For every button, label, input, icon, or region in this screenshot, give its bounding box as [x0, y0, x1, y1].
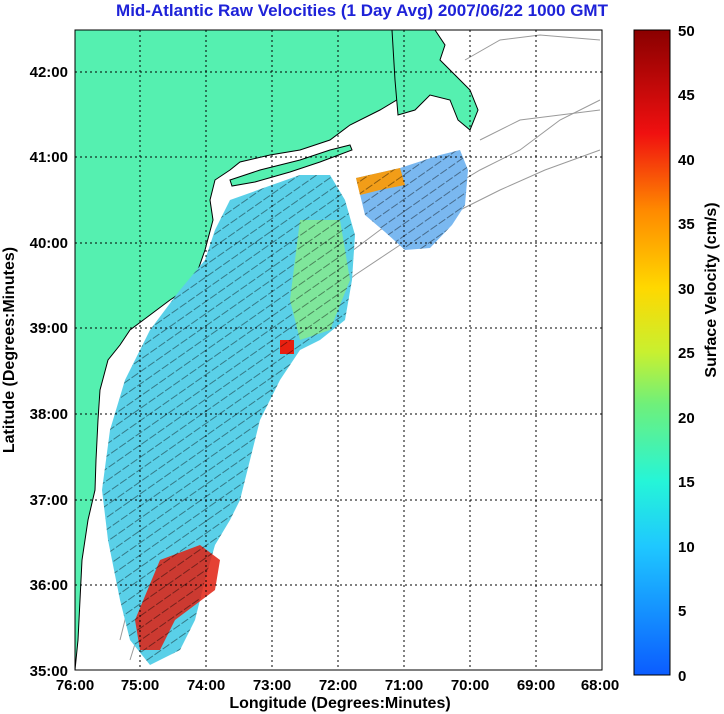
colorbar-tick-label: 40 [678, 152, 695, 169]
colorbar-tick-label: 10 [678, 539, 695, 556]
colorbar-tick-label: 50 [678, 23, 695, 40]
colorbar-tick-label: 30 [678, 281, 695, 298]
y-axis-label: Latitude (Degrees:Minutes) [1, 247, 18, 453]
y-tick-label: 39:00 [30, 320, 68, 337]
colorbar: 0 5 10 15 20 25 30 35 40 45 50 Surface V… [633, 23, 720, 685]
x-tick-label: 74:00 [187, 677, 225, 694]
map-grid [75, 30, 602, 670]
x-tick-label: 70:00 [451, 677, 489, 694]
colorbar-tick-label: 5 [678, 603, 686, 620]
y-axis: 35:00 36:00 37:00 38:00 39:00 40:00 41:0… [1, 64, 68, 680]
x-tick-label: 75:00 [121, 677, 159, 694]
colorbar-tick-label: 35 [678, 216, 695, 233]
y-tick-label: 37:00 [30, 492, 68, 509]
colorbar-tick-label: 45 [678, 87, 695, 104]
x-axis-label: Longitude (Degrees:Minutes) [229, 695, 450, 712]
x-tick-label: 68:00 [581, 677, 619, 694]
x-tick-label: 73:00 [253, 677, 291, 694]
x-axis: 76:00 75:00 74:00 73:00 72:00 71:00 70:0… [56, 677, 619, 712]
long-island [229, 144, 353, 187]
x-tick-label: 69:00 [517, 677, 555, 694]
colorbar-label: Surface Velocity (cm/s) [703, 202, 720, 377]
colorbar-tick-label: 0 [678, 668, 686, 685]
colorbar-tick-label: 15 [678, 474, 695, 491]
y-tick-label: 41:00 [30, 149, 68, 166]
colorbar-tick-label: 25 [678, 345, 695, 362]
y-tick-label: 42:00 [30, 64, 68, 81]
x-tick-label: 76:00 [56, 677, 94, 694]
colorbar-tick-label: 20 [678, 410, 695, 427]
colorbar-gradient [633, 29, 671, 676]
map-title: Mid-Atlantic Raw Velocities (1 Day Avg) … [116, 1, 608, 20]
x-tick-label: 71:00 [385, 677, 423, 694]
x-tick-label: 72:00 [319, 677, 357, 694]
y-tick-label: 38:00 [30, 406, 68, 423]
y-tick-label: 35:00 [30, 663, 68, 680]
velocity-field [102, 150, 468, 665]
y-tick-label: 36:00 [30, 577, 68, 594]
y-tick-label: 40:00 [30, 235, 68, 252]
